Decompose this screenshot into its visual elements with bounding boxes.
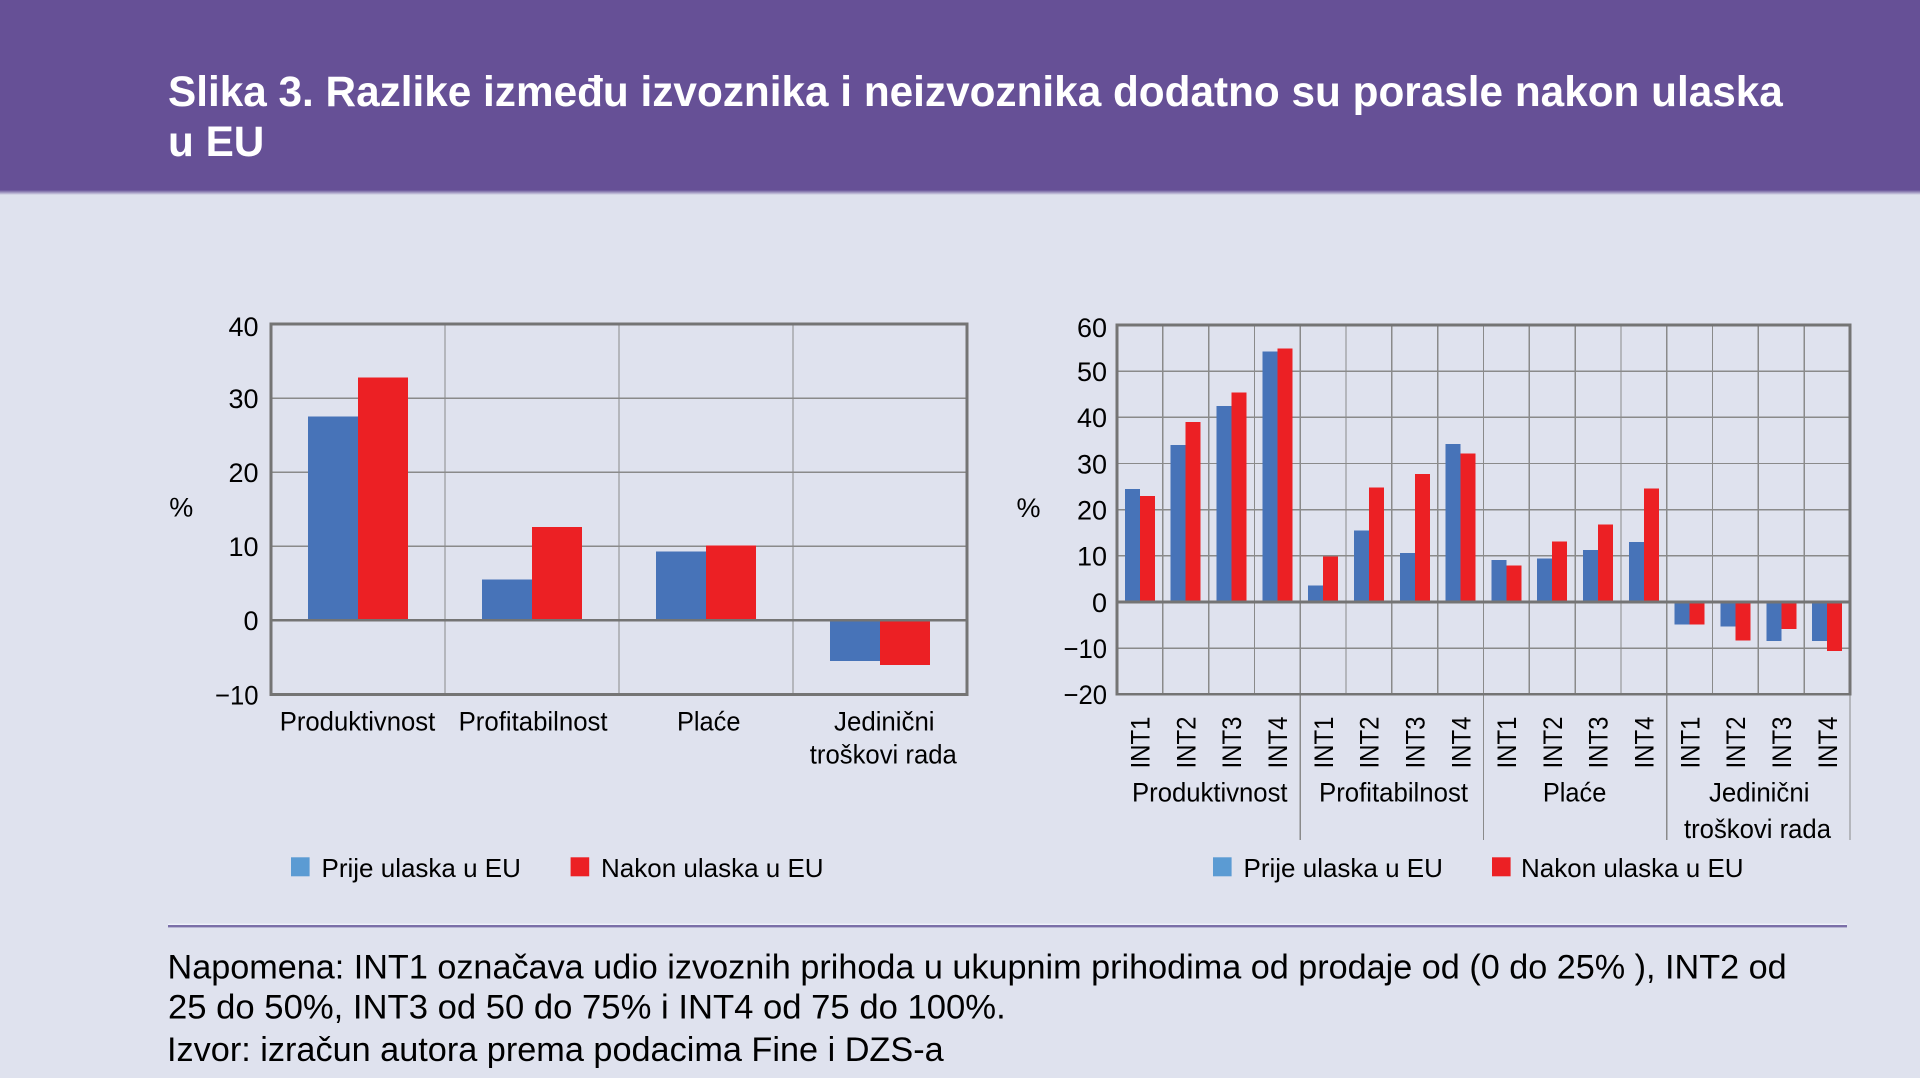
svg-text:10: 10: [1077, 542, 1107, 572]
svg-text:INT2: INT2: [1721, 717, 1751, 769]
svg-text:INT3: INT3: [1584, 717, 1614, 769]
svg-text:Jedinični: Jedinični: [834, 707, 935, 737]
svg-text:INT4: INT4: [1263, 717, 1293, 769]
svg-text:0: 0: [243, 606, 258, 636]
svg-text:30: 30: [228, 384, 258, 414]
svg-text:troškovi rada: troškovi rada: [810, 740, 958, 770]
svg-text:20: 20: [228, 458, 258, 488]
svg-text:INT4: INT4: [1813, 717, 1843, 769]
svg-text:Produktivnost: Produktivnost: [1132, 778, 1288, 808]
svg-text:INT1: INT1: [1126, 717, 1156, 769]
svg-text:INT4: INT4: [1446, 717, 1476, 769]
svg-text:INT2: INT2: [1538, 717, 1568, 769]
svg-text:Napomena: INT1 označava udio i: Napomena: INT1 označava udio izvoznih pr…: [168, 949, 1787, 987]
svg-text:Profitabilnost: Profitabilnost: [459, 707, 608, 737]
svg-text:Profitabilnost: Profitabilnost: [1319, 778, 1468, 808]
svg-text:Slika 3. Razlike između izvozn: Slika 3. Razlike između izvoznika i neiz…: [168, 68, 1783, 115]
svg-text:INT4: INT4: [1630, 717, 1660, 769]
svg-text:INT1: INT1: [1492, 717, 1522, 769]
svg-text:INT3: INT3: [1767, 717, 1797, 769]
svg-text:%: %: [169, 493, 193, 523]
svg-text:−10: −10: [1064, 634, 1108, 664]
svg-text:Izvor: izračun autora prema po: Izvor: izračun autora prema podacima Fin…: [167, 1031, 945, 1069]
svg-text:Jedinični: Jedinični: [1709, 778, 1810, 808]
svg-text:u EU: u EU: [168, 118, 264, 165]
svg-text:25 do 50%, INT3 od 50 do 75% i: 25 do 50%, INT3 od 50 do 75% i INT4 od 7…: [168, 989, 1006, 1027]
svg-text:40: 40: [1077, 403, 1107, 433]
svg-text:Plaće: Plaće: [677, 707, 741, 737]
svg-text:INT2: INT2: [1171, 717, 1201, 769]
svg-text:INT3: INT3: [1400, 717, 1430, 769]
svg-text:Nakon ulaska u EU: Nakon ulaska u EU: [1521, 853, 1744, 883]
svg-text:INT2: INT2: [1355, 717, 1385, 769]
svg-text:10: 10: [228, 532, 258, 562]
svg-text:Prije ulaska u EU: Prije ulaska u EU: [322, 853, 521, 883]
svg-text:%: %: [1016, 493, 1040, 523]
svg-text:−20: −20: [1064, 680, 1108, 710]
svg-text:Nakon ulaska u EU: Nakon ulaska u EU: [601, 853, 824, 883]
svg-text:INT1: INT1: [1309, 717, 1339, 769]
svg-text:INT3: INT3: [1217, 717, 1247, 769]
svg-text:30: 30: [1077, 449, 1107, 479]
svg-text:60: 60: [1077, 313, 1107, 343]
svg-text:0: 0: [1092, 588, 1107, 618]
svg-text:Plaće: Plaće: [1543, 778, 1607, 808]
svg-text:Prije ulaska u EU: Prije ulaska u EU: [1244, 853, 1443, 883]
svg-text:−10: −10: [215, 680, 259, 710]
svg-text:40: 40: [228, 312, 258, 342]
svg-text:troškovi rada: troškovi rada: [1684, 814, 1832, 844]
svg-text:20: 20: [1077, 495, 1107, 525]
svg-text:50: 50: [1077, 357, 1107, 387]
svg-text:INT1: INT1: [1675, 717, 1705, 769]
svg-text:Produktivnost: Produktivnost: [280, 707, 436, 737]
